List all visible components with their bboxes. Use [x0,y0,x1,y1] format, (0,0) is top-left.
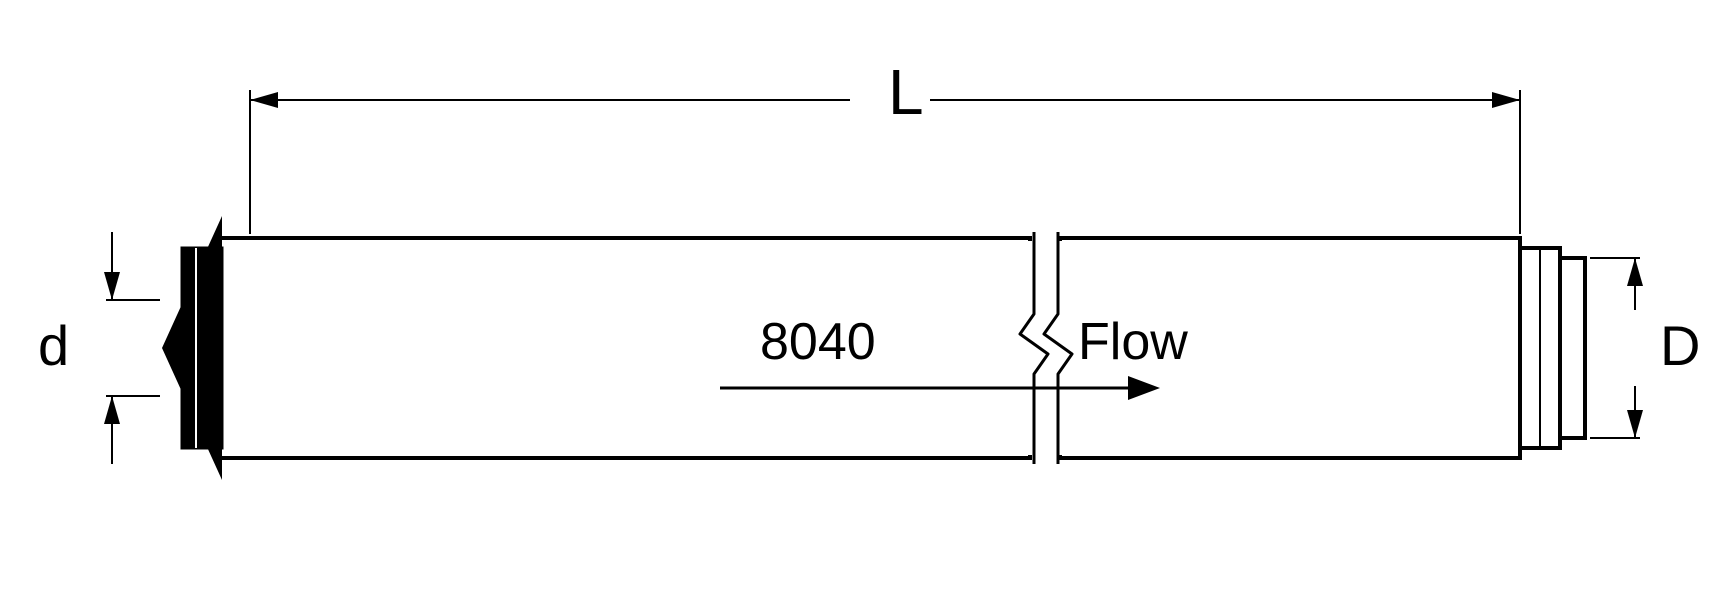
dimension-D [1590,258,1643,438]
dimension-L [250,90,1520,234]
left-end-cap [162,216,222,480]
label-flow: Flow [1078,316,1188,368]
right-end-connector [1520,248,1585,448]
dimension-d [104,232,160,464]
label-model: 8040 [760,316,876,368]
diagram-stage: L d D 8040 Flow [0,0,1713,609]
label-d: d [38,318,69,374]
label-D: D [1660,318,1700,374]
diagram-svg [0,0,1713,609]
label-L: L [888,60,924,124]
